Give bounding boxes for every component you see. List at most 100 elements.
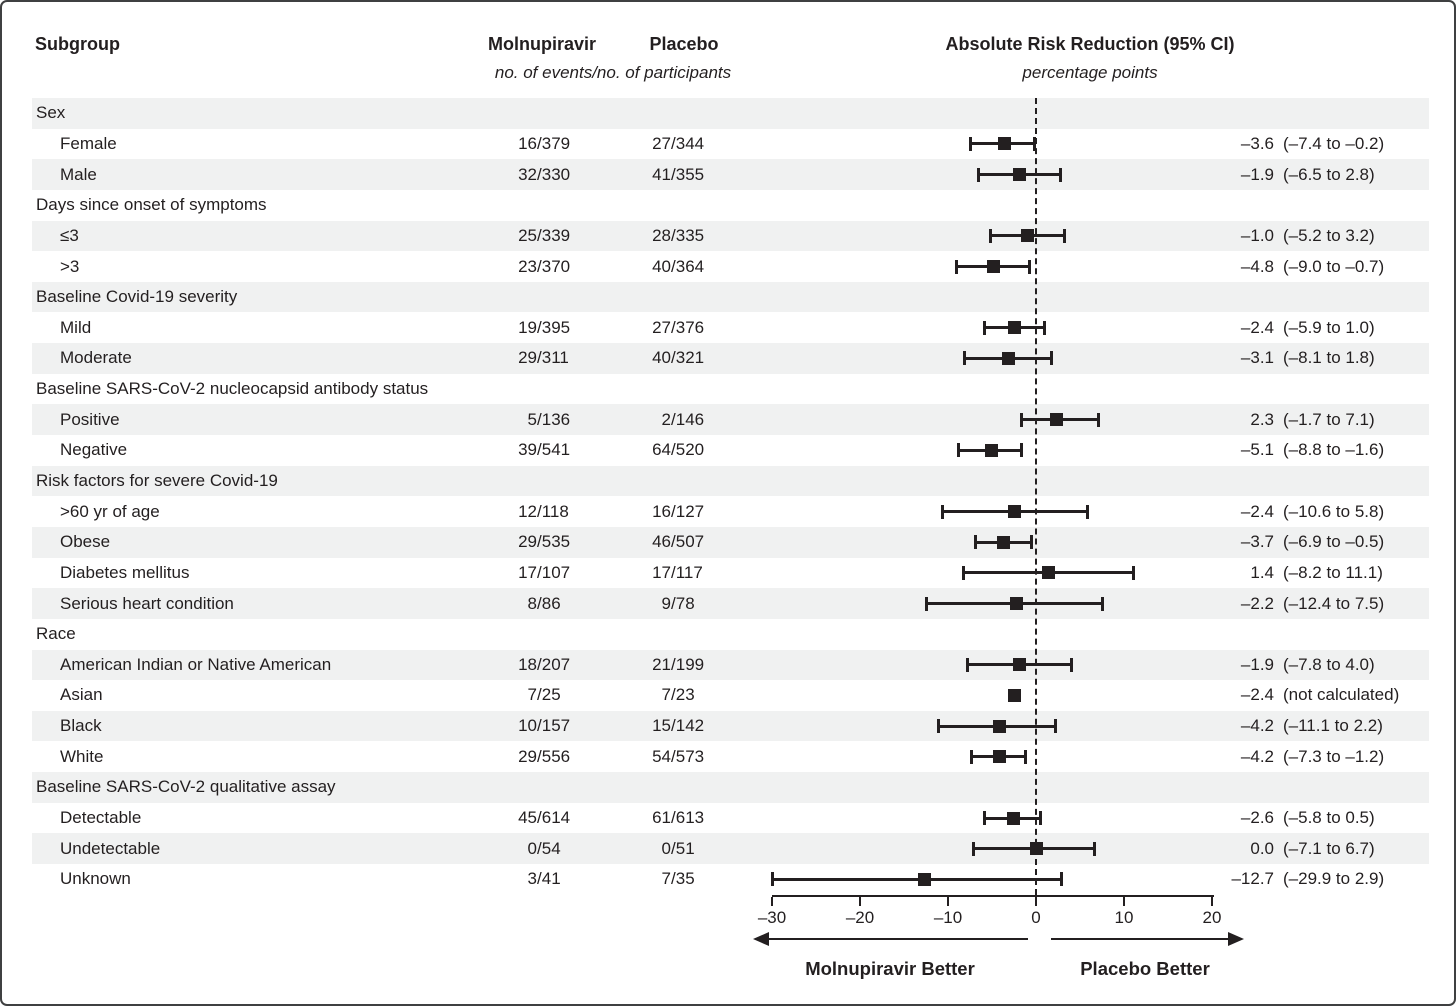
point-estimate-marker: [1049, 413, 1063, 427]
placebo-events: 9/78: [599, 594, 695, 614]
point-estimate-marker: [992, 750, 1006, 764]
confidence-interval-cap: [988, 228, 992, 243]
confidence-interval-cap: [969, 136, 973, 151]
events-count: 25: [518, 225, 537, 245]
arr-value: –5.1: [1240, 440, 1274, 460]
molnupiravir-events: 7/25: [465, 685, 561, 705]
events-count: 9: [661, 593, 671, 613]
point-estimate-marker: [1006, 811, 1020, 825]
subgroup-item-row: Negative 39/541 64/520 –5.1 (–8.8 to –1.6): [32, 435, 1429, 466]
confidence-interval-cap: [973, 535, 977, 550]
axis-tick-label: –10: [933, 908, 963, 927]
participants-count: 54: [541, 838, 561, 858]
arr-confidence-interval: (–1.7 to 7.1): [1283, 409, 1375, 429]
participants-count: 344: [675, 133, 705, 153]
subgroup-item-row: Diabetes mellitus 17/107 17/117 1.4 (–8.2 to…: [32, 558, 1429, 589]
molnupiravir-events: 39/541: [465, 440, 570, 460]
row-label: Male: [60, 164, 97, 184]
arr-value: –4.8: [1240, 256, 1274, 276]
fraction-slash: /: [671, 562, 676, 582]
molnupiravir-events: 0/54: [465, 839, 561, 859]
events-count: 21: [652, 654, 671, 674]
fraction-slash: /: [537, 746, 542, 766]
ci-plot-cell: [772, 527, 1212, 558]
row-label: Moderate: [60, 348, 132, 368]
arr-confidence-interval: (–8.1 to 1.8): [1283, 348, 1375, 368]
molnupiravir-events: 32/330: [465, 165, 570, 185]
molnupiravir-events: 5/136: [465, 409, 571, 430]
placebo-events: 27/344: [599, 134, 704, 154]
axis-tick: [859, 897, 861, 906]
fraction-slash: /: [537, 869, 542, 889]
participants-count: 535: [541, 532, 571, 552]
molnupiravir-events: 19/395: [465, 318, 570, 338]
confidence-interval-cap: [1019, 412, 1023, 427]
arr-confidence-interval: (not calculated): [1283, 685, 1400, 705]
ci-plot-cell: [772, 650, 1212, 681]
fraction-slash: /: [671, 746, 676, 766]
axis-tick-label: 0: [1031, 908, 1041, 927]
fraction-slash: /: [537, 838, 542, 858]
fraction-slash: /: [537, 654, 542, 674]
fraction-slash: /: [537, 562, 542, 582]
confidence-interval-cap: [1023, 749, 1027, 764]
events-count: 7: [661, 685, 671, 705]
participants-count: 339: [541, 225, 571, 245]
events-count: 28: [652, 225, 671, 245]
column-header-subgroup: Subgroup: [35, 34, 120, 54]
events-count: 5: [527, 409, 537, 429]
ci-plot-cell: [772, 741, 1212, 772]
subgroup-item-row: Asian 7/25 7/23 –2.4 (not calculated): [32, 680, 1429, 711]
participants-count: 136: [541, 409, 571, 429]
participants-count: 507: [675, 532, 705, 552]
placebo-events: 0/51: [599, 839, 695, 859]
confidence-interval-cap: [963, 351, 967, 366]
fraction-slash: /: [537, 440, 542, 460]
participants-count: 379: [541, 133, 571, 153]
confidence-interval-cap: [936, 719, 940, 734]
arr-confidence-interval: (–11.1 to 2.2): [1283, 716, 1383, 736]
arr-confidence-interval: (–8.8 to –1.6): [1283, 440, 1385, 460]
arr-confidence-interval: (–5.8 to 0.5): [1283, 808, 1375, 828]
axis-tick-label: –20: [845, 908, 875, 927]
ci-plot-cell: [772, 129, 1212, 160]
placebo-events: 28/335: [599, 226, 704, 246]
arr-confidence-interval: (–12.4 to 7.5): [1283, 593, 1385, 613]
row-label: Baseline SARS-CoV-2 qualitative assay: [36, 777, 336, 797]
confidence-interval-cap: [970, 749, 974, 764]
subgroup-item-row: Positive 5/136 2/146 2.3 (–1.7 to 7.1): [32, 404, 1429, 436]
arr-title: Absolute Risk Reduction (95% CI): [945, 34, 1235, 54]
point-estimate-marker: [1020, 229, 1034, 243]
events-count: 19: [518, 317, 537, 337]
events-count: 23: [518, 256, 537, 276]
subgroup-rows: Sex Female 16/379 27/344 –3.6 (–7.4 to –0.2) M…: [32, 98, 1429, 895]
participants-count: 117: [675, 562, 703, 582]
fraction-slash: /: [537, 501, 542, 521]
fraction-slash: /: [537, 348, 542, 368]
participants-count: 613: [675, 808, 705, 828]
fraction-slash: /: [671, 440, 676, 460]
events-count: 41: [652, 164, 671, 184]
fraction-slash: /: [671, 808, 676, 828]
confidence-interval-cap: [1093, 841, 1097, 856]
fraction-slash: /: [671, 133, 676, 153]
x-axis-line: [772, 895, 1214, 897]
column-header-molnupiravir: Molnupiravir: [487, 34, 596, 54]
fraction-slash: /: [671, 654, 676, 674]
row-label: Serious heart condition: [60, 593, 234, 613]
molnupiravir-events: 25/339: [465, 226, 570, 246]
confidence-interval-cap: [1096, 412, 1100, 427]
fraction-slash: /: [671, 869, 676, 889]
participants-count: 330: [541, 164, 571, 184]
arr-value: 2.3: [1250, 409, 1274, 429]
point-estimate-marker: [1008, 321, 1022, 335]
placebo-events: 61/613: [599, 808, 704, 828]
placebo-events: 27/376: [599, 318, 704, 338]
participants-count: 321: [675, 348, 705, 368]
subgroup-section-row: Days since onset of symptoms: [32, 190, 1429, 221]
participants-count: 86: [541, 593, 561, 613]
row-label: >3: [60, 256, 80, 276]
row-label: Baseline SARS-CoV-2 nucleocapsid antibod…: [36, 379, 429, 399]
fraction-slash: /: [671, 593, 676, 613]
confidence-interval-line: [772, 877, 1062, 881]
